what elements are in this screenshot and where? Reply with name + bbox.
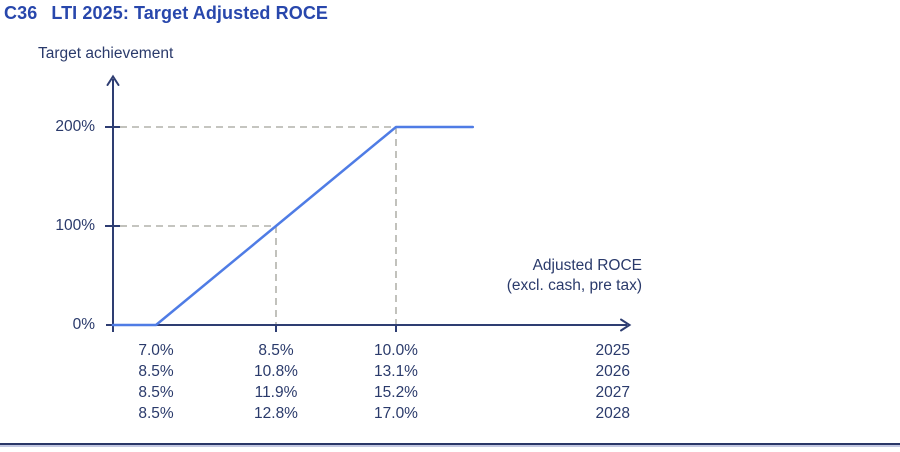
year-label-2027: 2027: [595, 384, 630, 401]
roce-value-2028-target: 12.8%: [254, 405, 298, 422]
y-tick-label-0: 0%: [72, 316, 95, 333]
x-axis-arrow-icon: [620, 318, 632, 332]
roce-value-2025-target: 8.5%: [258, 342, 294, 359]
roce-value-2027-cap: 15.2%: [374, 384, 418, 401]
figure-title-text: LTI 2025: Target Adjusted ROCE: [51, 3, 329, 23]
year-label-2026: 2026: [595, 363, 630, 380]
target-achievement-curve: [111, 125, 475, 327]
x-axis-title-line1: Adjusted ROCE: [532, 257, 642, 274]
y-tick-label-200: 200%: [55, 118, 95, 135]
roce-value-2027-target: 11.9%: [254, 384, 298, 401]
year-label-2025: 2025: [595, 342, 630, 359]
roce-value-2026-cap: 13.1%: [374, 363, 418, 380]
roce-value-2028-cap: 17.0%: [374, 405, 418, 422]
roce-value-2026-target: 10.8%: [254, 363, 298, 380]
roce-value-2025-threshold: 7.0%: [138, 342, 174, 359]
roce-value-2028-threshold: 8.5%: [138, 405, 174, 422]
roce-value-2027-threshold: 8.5%: [138, 384, 174, 401]
bottom-rule-dark: [0, 443, 900, 445]
year-label-2028: 2028: [595, 405, 630, 422]
x-axis-title-line2: (excl. cash, pre tax): [506, 277, 642, 294]
figure-title: C36 LTI 2025: Target Adjusted ROCE: [4, 3, 328, 24]
roce-value-2026-threshold: 8.5%: [138, 363, 174, 380]
x-axis-title: Adjusted ROCE (excl. cash, pre tax): [420, 256, 642, 296]
roce-value-2025-cap: 10.0%: [374, 342, 418, 359]
y-axis-arrow-icon: [106, 74, 120, 86]
y-axis-title: Target achievement: [38, 45, 174, 62]
figure-code: C36: [4, 3, 38, 23]
bottom-rule-light: [0, 445, 900, 447]
y-tick-label-100: 100%: [55, 217, 95, 234]
